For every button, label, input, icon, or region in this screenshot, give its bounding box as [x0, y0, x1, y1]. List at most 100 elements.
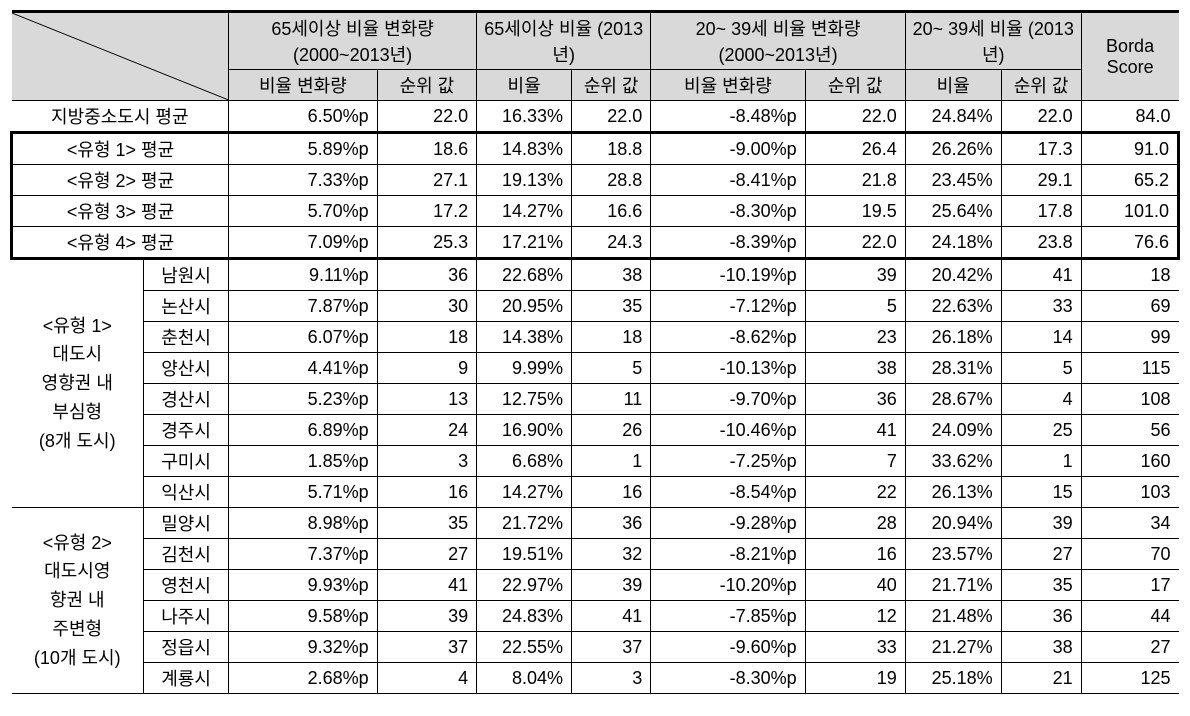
data-cell: 21.27%: [905, 632, 1001, 663]
city-label: 논산시: [144, 291, 229, 322]
city-label: 익산시: [144, 477, 229, 508]
data-cell: 38: [572, 259, 651, 291]
table-body: 지방중소도시 평균6.50%p22.016.33%22.0-8.48%p22.0…: [12, 101, 1179, 694]
data-cell: 5: [572, 353, 651, 384]
data-cell: 23.45%: [905, 165, 1001, 196]
table-row: 영천시9.93%p4122.97%39-10.20%p4021.71%3517: [12, 570, 1179, 601]
data-cell: 101.0: [1081, 196, 1178, 227]
data-cell: 19.5: [805, 196, 905, 227]
data-cell: 7.37%p: [229, 539, 378, 570]
city-label: 김천시: [144, 539, 229, 570]
table-row: 계룡시2.68%p48.04%3-8.30%p1925.18%21125: [12, 663, 1179, 694]
data-cell: 17.3: [1001, 133, 1081, 165]
city-label: 남원시: [144, 259, 229, 291]
data-cell: 26.18%: [905, 322, 1001, 353]
data-cell: 99: [1081, 322, 1178, 353]
data-cell: 5.71%p: [229, 477, 378, 508]
data-cell: 91.0: [1081, 133, 1178, 165]
data-cell: 35: [1001, 570, 1081, 601]
data-cell: 70: [1081, 539, 1178, 570]
data-cell: 32: [572, 539, 651, 570]
data-cell: -7.12%p: [651, 291, 805, 322]
sub-header-rank: 순위 값: [1001, 70, 1081, 101]
data-cell: 6.07%p: [229, 322, 378, 353]
city-label: 경산시: [144, 384, 229, 415]
data-cell: 5: [805, 291, 905, 322]
data-cell: 23: [805, 322, 905, 353]
table-header: 65세이상 비율 변화량 (2000~2013년) 65세이상 비율 (2013…: [12, 12, 1179, 101]
data-cell: 6.50%p: [229, 101, 378, 133]
data-cell: 21: [1001, 663, 1081, 694]
table-row: 경주시6.89%p2416.90%26-10.46%p4124.09%2556: [12, 415, 1179, 446]
data-cell: 17: [1081, 570, 1178, 601]
data-cell: 27: [377, 539, 476, 570]
data-cell: 38: [805, 353, 905, 384]
city-label: 구미시: [144, 446, 229, 477]
group-label: <유형 1>대도시영향권 내부심형(8개 도시): [12, 259, 144, 508]
data-cell: 9.93%p: [229, 570, 378, 601]
data-cell: 9.11%p: [229, 259, 378, 291]
data-cell: 24.3: [572, 227, 651, 259]
data-cell: 16.33%: [477, 101, 572, 133]
data-cell: 25: [1001, 415, 1081, 446]
data-cell: 37: [572, 632, 651, 663]
data-cell: 33.62%: [905, 446, 1001, 477]
data-cell: -8.54%p: [651, 477, 805, 508]
data-cell: 6.68%: [477, 446, 572, 477]
data-cell: 14.27%: [477, 477, 572, 508]
col-header-65-rate: 65세이상 비율 (2013년): [477, 12, 651, 70]
data-cell: 22.0: [805, 101, 905, 133]
data-cell: 18: [1081, 259, 1178, 291]
data-cell: 33: [805, 632, 905, 663]
data-cell: 28.31%: [905, 353, 1001, 384]
data-cell: 1: [1001, 446, 1081, 477]
data-cell: -8.30%p: [651, 663, 805, 694]
data-cell: 22.63%: [905, 291, 1001, 322]
group-label: <유형 2>대도시영향권 내주변형(10개 도시): [12, 508, 144, 694]
data-cell: 17.21%: [477, 227, 572, 259]
data-cell: 28.8: [572, 165, 651, 196]
col-header-65-change: 65세이상 비율 변화량 (2000~2013년): [229, 12, 477, 70]
data-cell: 40: [805, 570, 905, 601]
table-row: <유형 1>대도시영향권 내부심형(8개 도시)남원시9.11%p3622.68…: [12, 259, 1179, 291]
diagonal-header-cell: [12, 12, 229, 101]
col-header-borda: Borda Score: [1081, 12, 1178, 101]
data-cell: 7.87%p: [229, 291, 378, 322]
data-cell: 38: [1001, 632, 1081, 663]
data-cell: 24.83%: [477, 601, 572, 632]
data-cell: 14.38%: [477, 322, 572, 353]
sub-header-rate-change: 비율 변화량: [651, 70, 805, 101]
data-cell: 35: [572, 291, 651, 322]
data-cell: 9: [377, 353, 476, 384]
data-cell: 3: [377, 446, 476, 477]
data-cell: 18.6: [377, 133, 476, 165]
city-label: 양산시: [144, 353, 229, 384]
data-cell: 22.55%: [477, 632, 572, 663]
table-row: 정읍시9.32%p3722.55%37-9.60%p3321.27%3827: [12, 632, 1179, 663]
data-cell: 125: [1081, 663, 1178, 694]
data-cell: 9.32%p: [229, 632, 378, 663]
table-row: 논산시7.87%p3020.95%35-7.12%p522.63%3369: [12, 291, 1179, 322]
data-cell: 36: [805, 384, 905, 415]
city-label: 계룡시: [144, 663, 229, 694]
table-row: 김천시7.37%p2719.51%32-8.21%p1623.57%2770: [12, 539, 1179, 570]
sub-header-rate: 비율: [905, 70, 1001, 101]
data-cell: 84.0: [1081, 101, 1178, 133]
data-cell: 16: [805, 539, 905, 570]
summary-row: 지방중소도시 평균6.50%p22.016.33%22.0-8.48%p22.0…: [12, 101, 1179, 133]
data-cell: -9.70%p: [651, 384, 805, 415]
city-label: 경주시: [144, 415, 229, 446]
data-cell: -10.19%p: [651, 259, 805, 291]
data-cell: 25.64%: [905, 196, 1001, 227]
data-cell: 26.4: [805, 133, 905, 165]
data-cell: 19.13%: [477, 165, 572, 196]
data-cell: -8.41%p: [651, 165, 805, 196]
summary-row: <유형 2> 평균7.33%p27.119.13%28.8-8.41%p21.8…: [12, 165, 1179, 196]
data-cell: -8.62%p: [651, 322, 805, 353]
data-cell: 7.09%p: [229, 227, 378, 259]
data-cell: 39: [1001, 508, 1081, 539]
row-label: <유형 1> 평균: [12, 133, 229, 165]
data-cell: 4: [1001, 384, 1081, 415]
data-cell: -10.46%p: [651, 415, 805, 446]
data-cell: 11: [572, 384, 651, 415]
